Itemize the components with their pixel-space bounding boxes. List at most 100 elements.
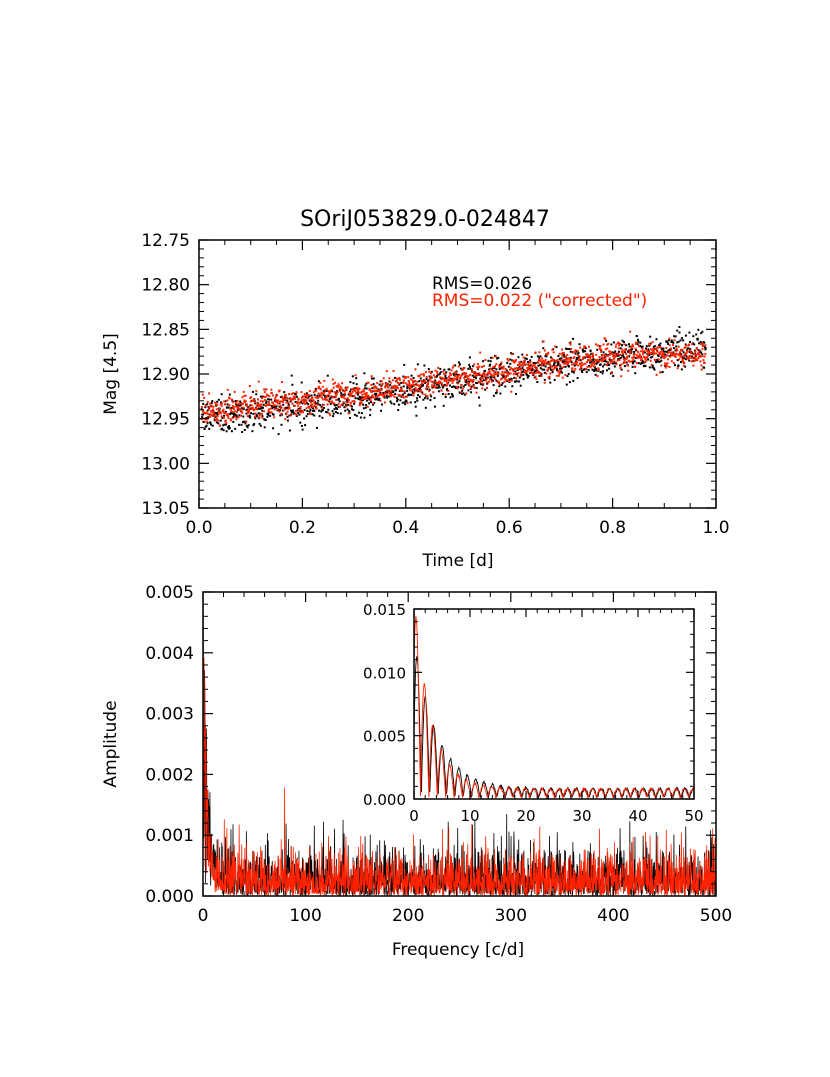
- data-point: [508, 380, 511, 382]
- data-point: [257, 412, 260, 415]
- data-point: [223, 423, 226, 426]
- data-point: [430, 370, 433, 373]
- inset-background: [414, 609, 694, 799]
- data-point: [632, 360, 635, 363]
- data-point: [593, 362, 596, 365]
- data-point: [633, 360, 636, 363]
- x-tick-label: 400: [597, 906, 629, 926]
- data-point: [382, 395, 385, 398]
- data-point: [412, 381, 415, 384]
- data-point: [537, 371, 540, 374]
- data-point: [569, 358, 572, 361]
- data-point: [340, 392, 343, 395]
- data-point: [703, 341, 706, 344]
- data-point: [413, 384, 416, 387]
- data-point: [246, 408, 249, 411]
- data-point: [310, 400, 313, 403]
- data-point: [309, 401, 312, 404]
- data-point: [619, 353, 622, 356]
- data-point: [300, 391, 303, 394]
- data-point: [663, 356, 666, 359]
- data-point: [610, 343, 613, 346]
- data-point: [301, 428, 304, 431]
- data-point: [570, 348, 573, 350]
- data-point: [457, 382, 460, 385]
- data-point: [357, 389, 360, 392]
- data-point: [629, 350, 632, 353]
- data-point: [552, 359, 555, 362]
- data-point: [527, 360, 530, 363]
- data-point: [670, 347, 672, 350]
- data-point: [361, 393, 364, 396]
- data-point: [605, 355, 608, 358]
- data-point: [324, 395, 326, 398]
- data-point: [699, 360, 702, 363]
- data-point: [687, 347, 690, 350]
- data-point: [403, 391, 406, 394]
- data-point: [430, 395, 433, 398]
- data-point: [411, 389, 414, 391]
- data-point: [601, 372, 604, 375]
- data-point: [419, 377, 422, 380]
- data-point: [265, 402, 268, 405]
- data-point: [370, 401, 372, 404]
- data-point: [652, 345, 655, 348]
- data-point: [520, 364, 523, 367]
- data-point: [276, 400, 278, 403]
- data-point: [590, 358, 593, 361]
- data-point: [633, 350, 636, 353]
- data-point: [508, 372, 511, 375]
- data-point: [435, 381, 438, 384]
- data-point: [492, 375, 495, 377]
- data-point: [261, 397, 263, 399]
- data-point: [600, 350, 602, 353]
- data-point: [325, 387, 328, 390]
- data-point: [482, 360, 485, 363]
- data-point: [212, 408, 214, 411]
- data-point: [562, 362, 565, 365]
- data-point: [472, 384, 475, 387]
- data-point: [274, 395, 277, 398]
- data-point: [530, 369, 533, 372]
- data-point: [276, 394, 279, 397]
- data-point: [459, 375, 462, 378]
- data-point: [603, 356, 606, 359]
- data-point: [406, 383, 409, 386]
- data-point: [368, 402, 371, 405]
- data-point: [507, 365, 510, 368]
- data-point: [563, 358, 566, 361]
- data-point: [305, 407, 308, 410]
- data-point: [628, 345, 631, 348]
- data-point: [537, 364, 540, 367]
- data-point: [396, 398, 399, 401]
- data-point: [639, 355, 642, 358]
- data-point: [306, 410, 309, 412]
- data-point: [208, 413, 211, 416]
- x-tick-label: 0.0: [185, 518, 212, 538]
- data-point: [369, 389, 372, 392]
- data-point: [203, 396, 206, 399]
- data-point: [521, 363, 524, 366]
- data-point: [202, 409, 205, 412]
- data-point: [545, 372, 548, 375]
- data-point: [590, 352, 593, 355]
- data-point: [322, 393, 325, 396]
- data-point: [602, 343, 605, 346]
- data-point: [414, 379, 417, 382]
- data-point: [521, 353, 524, 356]
- data-point: [370, 384, 373, 386]
- data-point: [257, 407, 260, 410]
- data-point: [247, 411, 250, 414]
- data-point: [698, 353, 701, 356]
- data-point: [398, 383, 401, 386]
- data-point: [604, 360, 607, 363]
- data-point: [678, 353, 681, 356]
- data-point: [347, 399, 350, 402]
- data-point: [391, 387, 394, 390]
- data-point: [565, 358, 568, 360]
- data-point: [462, 392, 465, 395]
- data-point: [468, 383, 471, 386]
- data-point: [344, 403, 347, 406]
- data-point: [660, 356, 663, 359]
- data-point: [672, 362, 675, 364]
